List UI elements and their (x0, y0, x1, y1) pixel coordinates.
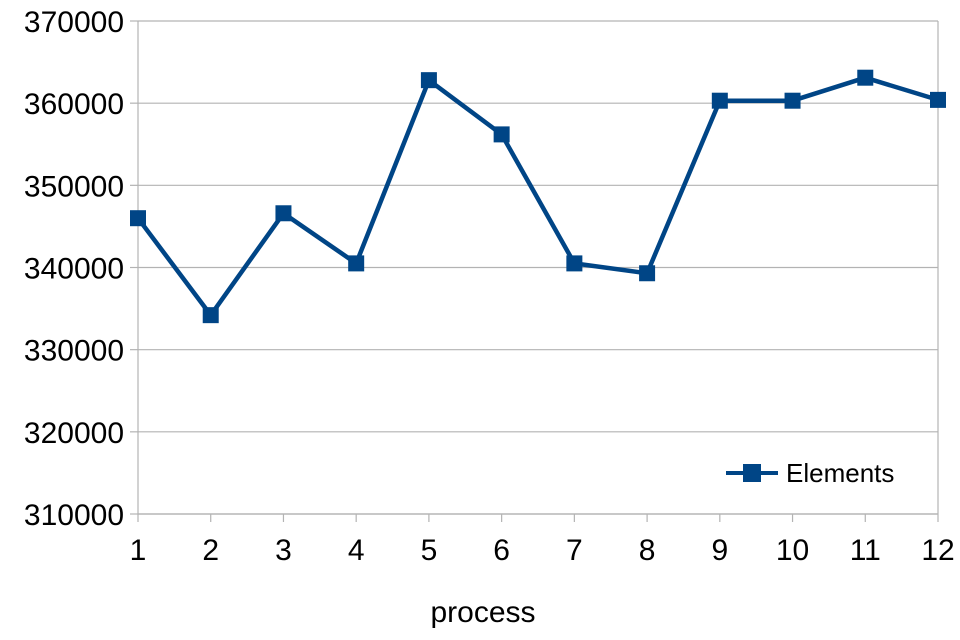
data-point (566, 255, 583, 272)
x-tick-label: 11 (850, 534, 881, 567)
x-tick-label: 4 (348, 534, 365, 567)
legend-marker (743, 464, 761, 482)
data-point (130, 210, 146, 227)
grid-layer (138, 20, 938, 515)
x-tick-label: 3 (275, 534, 292, 567)
y-tick-label: 370000 (24, 6, 124, 39)
data-point (420, 72, 437, 89)
y-tick-label: 350000 (24, 170, 124, 203)
y-tick-label: 320000 (24, 417, 124, 450)
data-point (275, 205, 292, 222)
x-tick-label: 7 (566, 534, 583, 567)
axis-layer (130, 20, 939, 522)
legend: Elements (726, 458, 894, 488)
x-tick-label: 10 (776, 534, 809, 567)
series-line-elements (136, 75, 939, 318)
y-tick-label: 310000 (24, 499, 124, 532)
series-layer (130, 69, 946, 324)
x-tick-label: 5 (421, 534, 438, 567)
x-axis-title: process (430, 596, 535, 629)
x-tick-label: 8 (639, 534, 656, 567)
data-point (784, 92, 801, 109)
data-point (857, 69, 874, 86)
legend-label-elements: Elements (786, 458, 894, 488)
y-tick-label: 340000 (24, 253, 124, 286)
x-tick-label: 1 (130, 534, 147, 567)
x-tick-label: 12 (921, 534, 954, 567)
data-point (202, 307, 219, 324)
label-layer: 310000 320000 330000 340000 350000 360000 3700… (24, 6, 955, 567)
data-point (930, 91, 946, 108)
data-point (639, 265, 656, 282)
data-point (348, 255, 365, 272)
data-point (711, 92, 728, 109)
x-tick-label: 9 (711, 534, 728, 567)
x-tick-label: 6 (493, 534, 510, 567)
x-tick-label: 2 (202, 534, 219, 567)
y-tick-label: 360000 (24, 88, 124, 121)
data-point (493, 126, 510, 143)
y-tick-label: 330000 (24, 335, 124, 368)
